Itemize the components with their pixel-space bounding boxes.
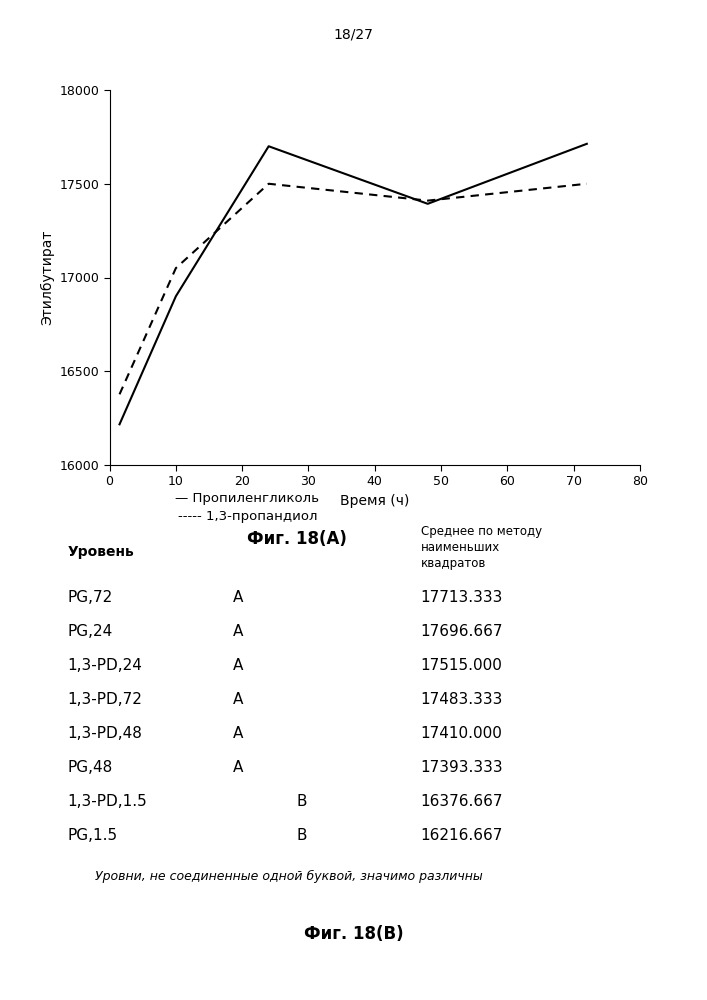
Text: B: B <box>297 794 308 809</box>
Text: PG,1.5: PG,1.5 <box>67 828 117 843</box>
Text: ----- 1,3-пропандиол: ----- 1,3-пропандиол <box>177 510 317 523</box>
Text: A: A <box>233 760 244 775</box>
Text: Среднее по методу
наименьших
квадратов: Среднее по методу наименьших квадратов <box>421 525 542 570</box>
Text: 1,3-PD,48: 1,3-PD,48 <box>67 726 142 741</box>
Text: Фиг. 18(A): Фиг. 18(A) <box>247 530 347 548</box>
Text: 1,3-PD,24: 1,3-PD,24 <box>67 658 142 673</box>
Y-axis label: Этилбутират: Этилбутират <box>40 230 54 325</box>
Text: 18/27: 18/27 <box>334 28 373 42</box>
Text: 17393.333: 17393.333 <box>421 760 503 775</box>
Text: PG,48: PG,48 <box>67 760 112 775</box>
Text: Фиг. 18(B): Фиг. 18(B) <box>304 925 403 943</box>
Text: 16216.667: 16216.667 <box>421 828 503 843</box>
Text: A: A <box>233 624 244 639</box>
Text: — Пропиленгликоль: — Пропиленгликоль <box>175 492 320 505</box>
Text: 17410.000: 17410.000 <box>421 726 503 741</box>
Text: PG,72: PG,72 <box>67 590 112 605</box>
Text: A: A <box>233 658 244 673</box>
Text: B: B <box>297 828 308 843</box>
Text: 17515.000: 17515.000 <box>421 658 503 673</box>
Text: Уровни, не соединенные одной буквой, значимо различны: Уровни, не соединенные одной буквой, зна… <box>95 870 483 883</box>
Text: Уровень: Уровень <box>67 545 134 559</box>
Text: A: A <box>233 590 244 605</box>
Text: 17713.333: 17713.333 <box>421 590 503 605</box>
Text: 16376.667: 16376.667 <box>421 794 503 809</box>
Text: 1,3-PD,1.5: 1,3-PD,1.5 <box>67 794 147 809</box>
Text: 17483.333: 17483.333 <box>421 692 503 707</box>
Text: PG,24: PG,24 <box>67 624 112 639</box>
Text: 17696.667: 17696.667 <box>421 624 503 639</box>
Text: A: A <box>233 692 244 707</box>
X-axis label: Время (ч): Время (ч) <box>340 494 409 508</box>
Text: 1,3-PD,72: 1,3-PD,72 <box>67 692 142 707</box>
Text: A: A <box>233 726 244 741</box>
